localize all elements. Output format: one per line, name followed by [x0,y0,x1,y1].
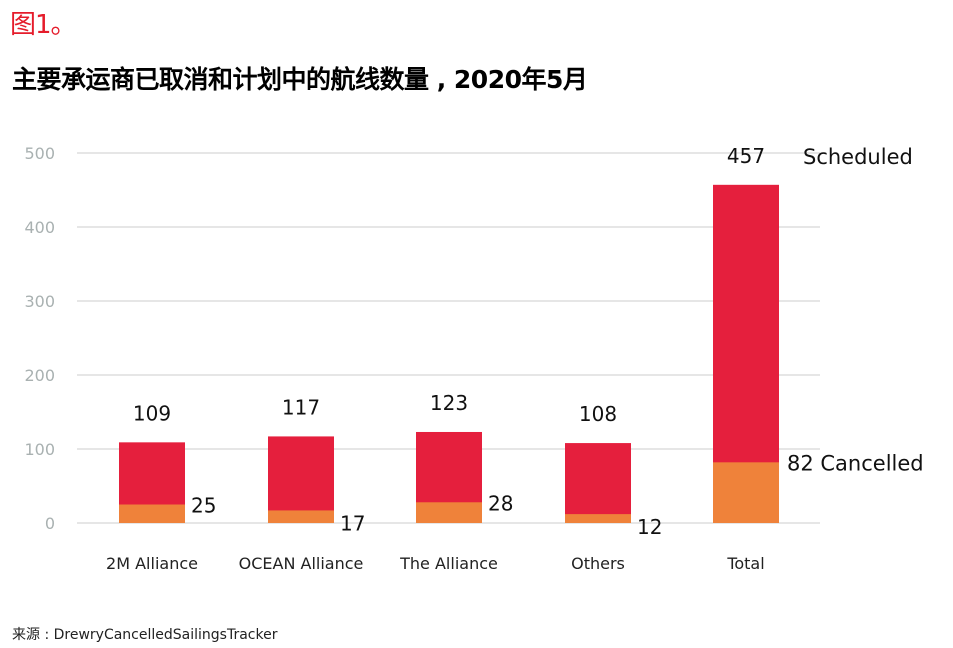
chart-title: 主要承运商已取消和计划中的航线数量 , 2020年5月 [12,65,588,94]
y-axis-ticks: 0 100 200 300 400 500 [24,144,55,533]
bar-cancelled [119,504,185,523]
figure-label: 图1。 [10,10,77,40]
label-cancelled: 28 [488,491,513,515]
x-axis-labels: 2M Alliance OCEAN Alliance The Alliance Oth… [106,554,765,573]
label-scheduled: 108 [579,402,617,426]
bar-cancelled [268,510,334,523]
legend-cancelled: 82 Cancelled [787,451,924,475]
label-scheduled: 457 [727,144,765,168]
legend-scheduled: Scheduled [803,145,913,169]
label-cancelled: 12 [637,515,662,539]
x-category-label: OCEAN Alliance [239,554,364,573]
x-category-label: Others [571,554,625,573]
label-scheduled: 109 [133,401,171,425]
label-cancelled: 25 [191,494,216,518]
source-note: 来源 : DrewryCancelledSailingsTracker [12,627,278,643]
bar-scheduled [268,436,334,523]
x-category-label: Total [726,554,764,573]
label-cancelled: 17 [340,511,365,535]
y-tick-label: 400 [24,218,55,237]
x-category-label: 2M Alliance [106,554,198,573]
label-scheduled: 117 [282,395,320,419]
label-scheduled: 123 [430,391,468,415]
y-tick-label: 200 [24,366,55,385]
bar-cancelled [565,514,631,523]
y-tick-label: 0 [45,514,55,533]
bar-cancelled [416,502,482,523]
data-labels: 109 25 117 17 123 28 108 12 457 [133,144,765,539]
bar-scheduled [565,443,631,523]
x-category-label: The Alliance [399,554,498,573]
bars [119,184,779,523]
bar-cancelled [713,462,779,523]
y-tick-label: 100 [24,440,55,459]
y-tick-label: 500 [24,144,55,163]
y-tick-label: 300 [24,292,55,311]
legend: 82 Cancelled Scheduled [787,145,924,475]
